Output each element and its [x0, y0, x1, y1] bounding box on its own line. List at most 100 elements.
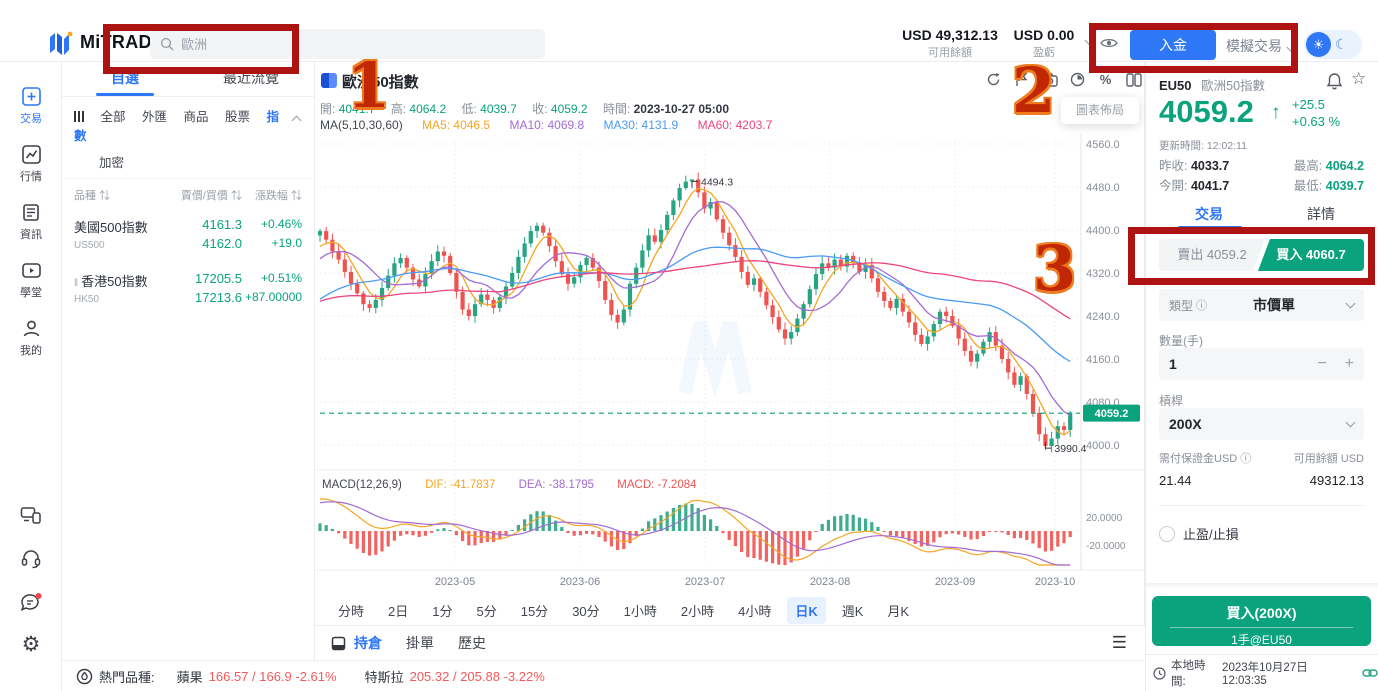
col-price: 賣價/買價	[180, 190, 228, 202]
list-menu-icon[interactable]: ☰	[1111, 633, 1127, 652]
col-change: 漲跌幅	[254, 190, 288, 202]
tpsl-radio[interactable]	[1159, 526, 1175, 542]
quantity-stepper[interactable]: 1 − +	[1159, 348, 1364, 380]
day-open-label: 今開:	[1159, 179, 1188, 193]
prev-close-value: 4033.7	[1190, 159, 1230, 173]
tf-2h[interactable]: 2小時	[680, 603, 715, 619]
macd-value: MACD: -7.2084	[617, 479, 697, 491]
search-box[interactable]	[150, 29, 545, 59]
tf-monthly[interactable]: 月K	[887, 603, 910, 619]
refresh-icon[interactable]	[985, 71, 1002, 88]
day-low-value: 4039.7	[1325, 179, 1364, 193]
tf-30m[interactable]: 30分	[572, 603, 600, 619]
light-mode-sun-icon[interactable]: ☀	[1306, 32, 1331, 57]
local-time-label: 本地時間:	[1171, 660, 1206, 688]
sidebar-item-news[interactable]: 資訊	[0, 202, 62, 242]
macd-legend: MACD(12,26,9) DIF: -41.7837 DEA: -38.179…	[322, 479, 717, 491]
close-value: 4059.2	[550, 102, 588, 116]
percent-icon[interactable]: %	[1099, 72, 1112, 87]
watchlist-row-us500[interactable]: 美國500指數 US500 4161.3 4162.0 +0.46% +19.0	[62, 209, 314, 263]
eye-icon[interactable]	[1100, 36, 1118, 55]
favorite-star-icon[interactable]: ☆	[1351, 69, 1367, 88]
tf-tick[interactable]: 分時	[338, 603, 365, 619]
tab-details[interactable]: 詳情	[1307, 206, 1335, 222]
tab-pending-orders[interactable]: 掛單	[406, 635, 434, 651]
tf-2d[interactable]: 2日	[388, 603, 409, 619]
logo-text[interactable]: MiTRADE	[80, 32, 165, 52]
compare-layout-icon[interactable]	[1125, 71, 1142, 88]
theme-toggle[interactable]: ☀ ☾	[1304, 30, 1362, 59]
tf-4h[interactable]: 4小時	[738, 603, 772, 619]
leverage-label: 槓桿	[1159, 394, 1184, 408]
quantity-plus-button[interactable]: +	[1344, 355, 1354, 372]
feedback-chat-icon[interactable]	[0, 592, 62, 619]
leverage-select[interactable]: 200X	[1159, 408, 1364, 440]
sell-button[interactable]: 賣出 4059.2	[1159, 239, 1265, 271]
instrument-code: HK50	[74, 294, 100, 305]
tab-favorites[interactable]: 自選	[62, 62, 188, 96]
filter-commodities[interactable]: 商品	[183, 110, 209, 124]
svg-text:2023-08: 2023-08	[810, 576, 850, 588]
dark-mode-moon-icon[interactable]: ☾	[1335, 36, 1348, 52]
connection-link-icon[interactable]	[1362, 668, 1378, 678]
screenshot-camera-icon[interactable]	[1041, 71, 1058, 88]
watchlist-filters: 全部 外匯 商品 股票 指數 加密	[62, 97, 314, 179]
watchlist-row-hk50[interactable]: ‖ 香港50指數 HK50 17205.5 17213.6 +0.51% +87.…	[62, 263, 314, 317]
filter-indices[interactable]: 指數	[74, 110, 279, 143]
svg-text:2023-09: 2023-09	[935, 576, 975, 588]
tf-15m[interactable]: 15分	[520, 603, 549, 619]
tab-history[interactable]: 歷史	[458, 635, 486, 651]
ticker-name[interactable]: 蘋果	[176, 669, 203, 685]
mitrade-logo-icon[interactable]	[48, 29, 74, 62]
chart-symbol-title: 歐洲50指數	[342, 74, 419, 91]
sidebar-item-markets[interactable]: 行情	[0, 144, 62, 184]
filter-forex[interactable]: 外匯	[141, 110, 167, 124]
support-headset-icon[interactable]	[0, 548, 62, 574]
price-chart[interactable]: 4560.04480.04400.04320.04240.04160.04080…	[315, 133, 1145, 593]
macd-title: MACD(12,26,9)	[322, 479, 402, 491]
sidebar-item-profile[interactable]: 我的	[0, 318, 62, 358]
svg-text:3990.4: 3990.4	[1054, 443, 1086, 455]
multi-device-icon[interactable]	[0, 505, 62, 530]
available-value: 49312.13	[1309, 473, 1364, 488]
collapse-chevron-up-icon[interactable]	[291, 115, 302, 126]
search-input[interactable]	[181, 36, 535, 52]
time-clock-icon[interactable]	[1069, 71, 1086, 88]
submit-buy-button[interactable]: 買入(200X) 1手@EU50	[1152, 596, 1371, 647]
sort-icon[interactable]: ⇅	[231, 190, 242, 202]
sort-icon[interactable]: ⇅	[99, 190, 111, 202]
ticker-name[interactable]: 特斯拉	[364, 669, 404, 685]
filter-columns-icon[interactable]	[74, 111, 86, 125]
filter-crypto[interactable]: 加密	[99, 156, 125, 170]
tf-5m[interactable]: 5分	[476, 603, 497, 619]
demo-account-selector[interactable]: 模擬交易	[1226, 36, 1297, 56]
sidebar-item-trade[interactable]: 交易	[0, 86, 62, 126]
order-type-select[interactable]: 類型 ⓘ 市價單	[1159, 289, 1364, 321]
tf-weekly[interactable]: 週K	[841, 603, 864, 619]
buy-button[interactable]: 買入 4060.7	[1258, 239, 1364, 271]
tf-daily[interactable]: 日K	[787, 596, 826, 624]
filter-all[interactable]: 全部	[100, 110, 126, 124]
available-label: 可用餘額 USD	[1293, 453, 1364, 465]
type-label: 類型	[1169, 298, 1194, 313]
tpsl-option[interactable]: 止盈/止損	[1159, 524, 1239, 543]
tf-1m[interactable]: 1分	[432, 603, 453, 619]
sidebar-item-academy[interactable]: 學堂	[0, 260, 62, 300]
ma-title: MA(5,10,30,60)	[320, 118, 403, 132]
tab-trade[interactable]: 交易	[1195, 206, 1223, 222]
current-price: 4059.2	[1159, 94, 1254, 129]
quantity-minus-button[interactable]: −	[1317, 355, 1327, 372]
settings-gear-icon[interactable]: ⚙	[21, 633, 41, 656]
deposit-button[interactable]: 入金	[1130, 30, 1216, 60]
tab-recently-viewed[interactable]: 最近流覽	[223, 70, 279, 86]
sell-buy-toggle: 賣出 4059.2 買入 4060.7	[1159, 239, 1364, 271]
sort-icon[interactable]: ⇅	[291, 190, 302, 202]
filter-stocks[interactable]: 股票	[224, 110, 250, 124]
tab-positions[interactable]: 持倉	[354, 635, 382, 651]
close-label: 收:	[532, 102, 548, 116]
flag-icon[interactable]	[1013, 71, 1030, 88]
tf-1h[interactable]: 1小時	[623, 603, 657, 619]
alert-bell-icon[interactable]	[1326, 72, 1343, 95]
low-value: 4039.7	[480, 102, 517, 116]
instrument-code: US500	[74, 240, 105, 251]
